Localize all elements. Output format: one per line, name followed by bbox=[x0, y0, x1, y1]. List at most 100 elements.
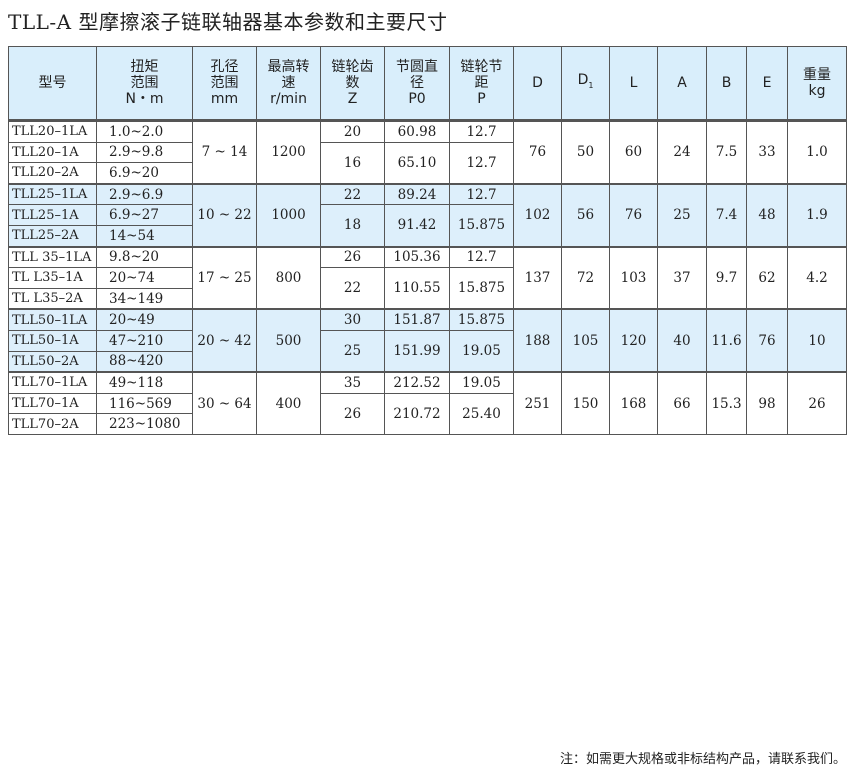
teeth-cell: 35 bbox=[320, 371, 385, 394]
pitch-cell: 15.875 bbox=[449, 204, 514, 248]
l-cell: 76 bbox=[609, 182, 658, 248]
teeth-cell: 18 bbox=[320, 204, 385, 248]
torque-cell: 47~210 bbox=[96, 329, 193, 352]
a-cell: 24 bbox=[657, 119, 707, 185]
teeth-cell: 26 bbox=[320, 245, 385, 269]
column-header: 节圆直 径 P0 bbox=[384, 46, 450, 122]
page-title: TLL-A 型摩擦滚子链联轴器基本参数和主要尺寸 bbox=[8, 10, 448, 34]
d1-cell: 150 bbox=[561, 371, 610, 435]
d-cell: 251 bbox=[513, 371, 562, 435]
l-cell: 103 bbox=[609, 245, 658, 310]
torque-cell: 20~49 bbox=[96, 308, 193, 331]
pitch-diameter-cell: 151.99 bbox=[384, 329, 450, 373]
teeth-cell: 30 bbox=[320, 308, 385, 331]
torque-cell: 49~118 bbox=[96, 371, 193, 394]
pitch-cell: 19.05 bbox=[449, 329, 514, 373]
column-header: 孔径 范围 mm bbox=[192, 46, 257, 122]
column-header: 型号 bbox=[8, 46, 97, 122]
pitch-cell: 15.875 bbox=[449, 267, 514, 310]
e-cell: 62 bbox=[746, 245, 788, 310]
b-cell: 15.3 bbox=[706, 371, 747, 435]
model-cell: TLL50–2A bbox=[8, 350, 97, 373]
l-cell: 60 bbox=[609, 119, 658, 185]
l-cell: 168 bbox=[609, 371, 658, 435]
torque-cell: 9.8~20 bbox=[96, 245, 193, 269]
table-row: 26 210.72 25.40 bbox=[9, 392, 847, 435]
bore-cell: 10 ~ 22 bbox=[192, 182, 257, 248]
pitch-diameter-cell: 91.42 bbox=[384, 204, 450, 248]
speed-cell: 400 bbox=[256, 371, 321, 435]
model-cell: TL L35–1A bbox=[8, 267, 97, 289]
pitch-cell: 19.05 bbox=[449, 371, 514, 394]
a-cell: 37 bbox=[657, 245, 707, 310]
pitch-diameter-cell: 65.10 bbox=[384, 141, 450, 185]
kg-cell: 4.2 bbox=[787, 245, 847, 310]
b-cell: 11.6 bbox=[706, 308, 747, 373]
a-cell: 40 bbox=[657, 308, 707, 373]
column-header: D bbox=[513, 46, 562, 122]
torque-cell: 88~420 bbox=[96, 350, 193, 373]
column-header: 扭矩 范围 N・m bbox=[96, 46, 193, 122]
pitch-cell: 12.7 bbox=[449, 119, 514, 143]
b-cell: 9.7 bbox=[706, 245, 747, 310]
e-cell: 48 bbox=[746, 182, 788, 248]
model-cell: TLL25–2A bbox=[8, 224, 97, 248]
torque-cell: 223~1080 bbox=[96, 413, 193, 435]
torque-cell: 14~54 bbox=[96, 224, 193, 248]
header-row: 型号 扭矩 范围 N・m 孔径 范围 mm 最高转 速 r/min 链轮齿 数 Z 节圆直… bbox=[8, 46, 847, 122]
torque-cell: 6.9~27 bbox=[96, 204, 193, 226]
d1-cell: 56 bbox=[561, 182, 610, 248]
d1-cell: 105 bbox=[561, 308, 610, 373]
d-cell: 102 bbox=[513, 182, 562, 248]
torque-cell: 2.9~9.8 bbox=[96, 141, 193, 164]
kg-cell: 10 bbox=[787, 308, 847, 373]
bore-cell: 30 ~ 64 bbox=[192, 371, 257, 435]
model-cell: TLL70–1A bbox=[8, 392, 97, 415]
model-cell: TL L35–2A bbox=[8, 287, 97, 310]
pitch-diameter-cell: 60.98 bbox=[384, 119, 450, 143]
pitch-diameter-cell: 110.55 bbox=[384, 267, 450, 310]
speed-cell: 1200 bbox=[256, 119, 321, 185]
table-row: 22 110.55 15.875 bbox=[9, 267, 847, 310]
pitch-diameter-cell: 212.52 bbox=[384, 371, 450, 394]
speed-cell: 800 bbox=[256, 245, 321, 310]
model-cell: TLL50–1A bbox=[8, 329, 97, 352]
pitch-cell: 12.7 bbox=[449, 245, 514, 269]
model-cell: TLL50–1LA bbox=[8, 308, 97, 331]
d1-cell: 72 bbox=[561, 245, 610, 310]
column-header: 重量 kg bbox=[787, 46, 847, 122]
pitch-diameter-cell: 151.87 bbox=[384, 308, 450, 331]
pitch-cell: 12.7 bbox=[449, 182, 514, 206]
a-cell: 66 bbox=[657, 371, 707, 435]
teeth-cell: 22 bbox=[320, 267, 385, 310]
d-cell: 137 bbox=[513, 245, 562, 310]
parameter-table: 型号 扭矩 范围 N・m 孔径 范围 mm 最高转 速 r/min 链轮齿 数 Z 节圆直… bbox=[8, 46, 847, 435]
torque-cell: 1.0~2.0 bbox=[96, 119, 193, 143]
footnote: 注：如需更大规格或非标结构产品，请联系我们。 bbox=[559, 752, 846, 767]
pitch-diameter-cell: 89.24 bbox=[384, 182, 450, 206]
e-cell: 33 bbox=[746, 119, 788, 185]
e-cell: 98 bbox=[746, 371, 788, 435]
column-header: B bbox=[706, 46, 747, 122]
pitch-diameter-cell: 105.36 bbox=[384, 245, 450, 269]
d-cell: 188 bbox=[513, 308, 562, 373]
column-header: 最高转 速 r/min bbox=[256, 46, 321, 122]
teeth-cell: 26 bbox=[320, 392, 385, 435]
teeth-cell: 22 bbox=[320, 182, 385, 206]
l-cell: 120 bbox=[609, 308, 658, 373]
e-cell: 76 bbox=[746, 308, 788, 373]
column-header: A bbox=[657, 46, 707, 122]
pitch-cell: 15.875 bbox=[449, 308, 514, 331]
b-cell: 7.5 bbox=[706, 119, 747, 185]
torque-cell: 6.9~20 bbox=[96, 162, 193, 185]
kg-cell: 26 bbox=[787, 371, 847, 435]
pitch-cell: 25.40 bbox=[449, 392, 514, 435]
d1-cell: 50 bbox=[561, 119, 610, 185]
column-header: D1 bbox=[561, 46, 610, 122]
teeth-cell: 20 bbox=[320, 119, 385, 143]
kg-cell: 1.9 bbox=[787, 182, 847, 248]
model-cell: TLL20–1LA bbox=[8, 119, 97, 143]
torque-cell: 20~74 bbox=[96, 267, 193, 289]
torque-cell: 116~569 bbox=[96, 392, 193, 415]
model-cell: TLL20–2A bbox=[8, 162, 97, 185]
